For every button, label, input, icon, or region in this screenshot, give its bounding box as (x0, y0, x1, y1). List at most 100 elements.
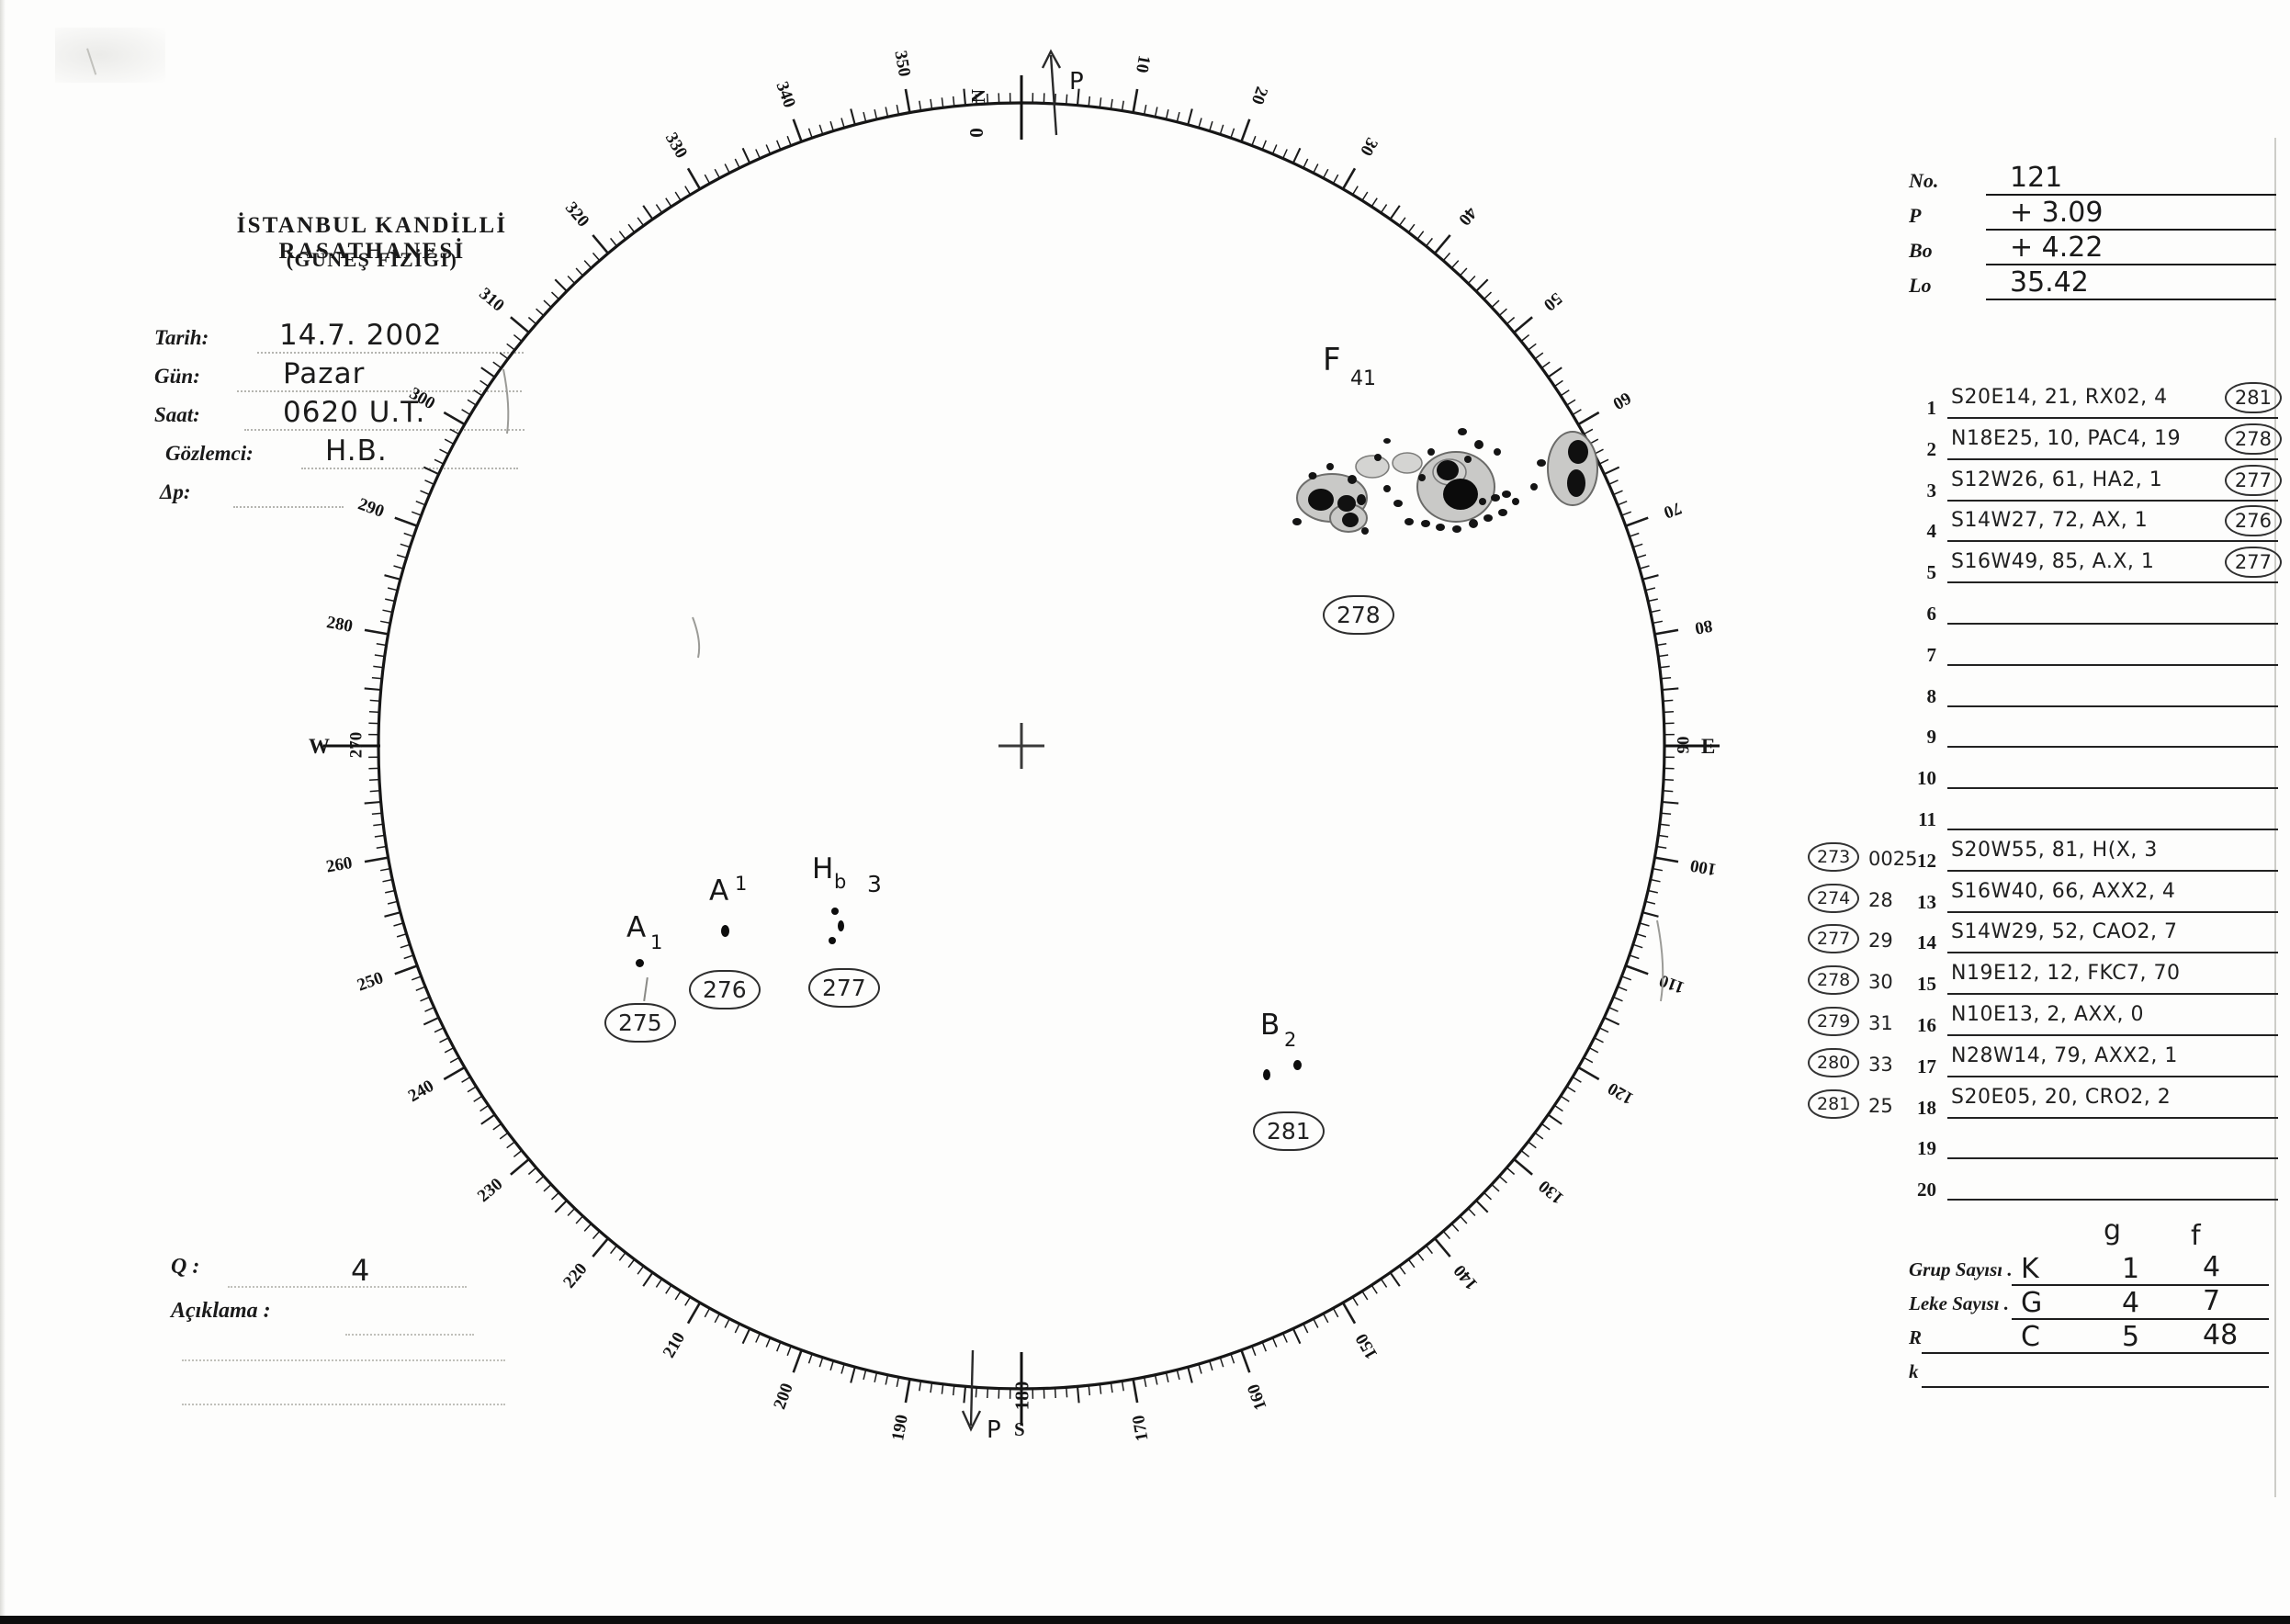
degree-tick (1629, 532, 1640, 537)
entry-row[interactable]: 6 (1909, 590, 2278, 631)
entry-group-number: 277 (2224, 547, 2282, 579)
entry-number: 3 (1926, 479, 1937, 502)
degree-tick (724, 164, 730, 174)
group-275-id: 275 (604, 1003, 676, 1043)
degree-tick (1371, 197, 1378, 208)
entry-text: N19E12, 12, FKC7, 70 (1951, 962, 2181, 986)
degree-tick (1547, 1113, 1562, 1125)
degree-tick (583, 1223, 592, 1232)
group-277-letter: H (812, 852, 834, 885)
degree-tick (1219, 124, 1224, 135)
field-delta-p[interactable]: Δp: (154, 480, 540, 519)
degree-tick (400, 943, 411, 949)
entry-row[interactable]: 19 (1909, 1124, 2278, 1166)
sunspot-281-2 (1293, 1060, 1302, 1070)
entry-row[interactable]: 12 S20W55, 81, H(X, 3 273 0025 (1808, 837, 2278, 878)
south-label: S (1014, 1418, 1025, 1440)
group-275-letter: A (626, 911, 647, 944)
entry-row[interactable]: 20 (1909, 1166, 2278, 1207)
field-saat-value: 0620 U.T. (283, 396, 426, 429)
header-row-no[interactable]: No. 121 (1909, 162, 2276, 200)
degree-tick (642, 205, 654, 220)
field-saat-label: Saat: (154, 403, 200, 426)
entry-row[interactable]: 13 S16W40, 66, AXX2, 4 274 28 (1808, 878, 2278, 919)
field-saat[interactable]: Saat: 0620 U.T. (154, 396, 540, 442)
field-gun[interactable]: Gün: Pazar (154, 357, 540, 403)
degree-tick (1560, 389, 1570, 397)
entry-rule (1947, 1033, 2278, 1036)
degree-tick (1467, 1207, 1476, 1217)
k-label: k (1909, 1360, 1919, 1382)
entry-row[interactable]: 2 N18E25, 10, PAC4, 19 278 (1909, 423, 2282, 467)
entry-row[interactable]: 8 (1909, 672, 2278, 714)
west-label: W (309, 735, 330, 758)
degree-tick (1110, 98, 1113, 109)
degree-tick (1143, 1376, 1147, 1388)
degree-tick (1187, 108, 1193, 126)
entry-row[interactable]: 17 N28W14, 79, AXX2, 1 280 33 (1808, 1043, 2278, 1084)
degree-tick (1641, 574, 1659, 581)
summary-row-r[interactable]: R C 5 48 (1909, 1319, 2278, 1359)
degree-tick (963, 88, 967, 106)
degree-tick (1625, 516, 1649, 527)
entry-row[interactable]: 15 N19E12, 12, FKC7, 70 278 30 (1808, 960, 2278, 1001)
entry-row[interactable]: 18 S20E05, 20, CRO2, 2 281 25 (1808, 1084, 2278, 1125)
degree-tick (1076, 88, 1080, 106)
entry-row[interactable]: 4 S14W27, 72, AX, 1 276 (1909, 505, 2282, 548)
degree-tick (786, 1346, 792, 1357)
summary-row-k[interactable]: k (1909, 1359, 2278, 1393)
header-row-bo[interactable]: Bo + 4.22 (1909, 231, 2276, 270)
entry-rule (1947, 1199, 2278, 1201)
degree-tick (1240, 1349, 1251, 1373)
scan-bottom-edge (0, 1616, 2290, 1624)
degree-tick (1588, 1046, 1599, 1054)
field-aciklama[interactable]: Açıklama : (171, 1299, 658, 1343)
degree-tick (444, 438, 455, 445)
degree-tick (1240, 118, 1251, 142)
field-tarih[interactable]: Tarih: 14.7. 2002 (154, 319, 540, 365)
entry-row[interactable]: 16 N10E13, 2, AXX, 0 279 31 (1808, 1001, 2278, 1043)
solar-disk-drawing[interactable]: 10 20 30 40 50 60 70 80 100 110 120 130 140 150 160 170… (309, 48, 1720, 1444)
degree-tick (403, 954, 414, 960)
notes-line-3[interactable] (171, 1387, 658, 1431)
degree-tick (896, 104, 900, 116)
entry-row[interactable]: 14 S14W29, 52, CAO2, 7 277 29 (1808, 919, 2278, 960)
header-bo-label: Bo (1909, 239, 1933, 262)
degree-tick (384, 574, 401, 581)
group-276-letter: A (709, 874, 729, 908)
summary-row-grup-sayisi[interactable]: Grup Sayısı . K 1 4 (1909, 1251, 2278, 1291)
entry-row[interactable]: 5 S16W49, 85, A.X, 1 277 (1909, 547, 2282, 590)
header-row-p[interactable]: P + 3.09 (1909, 197, 2276, 235)
right-panel-divider (2274, 138, 2276, 1497)
entry-row[interactable]: 1 S20E14, 21, RX02, 4 281 (1909, 382, 2282, 425)
degree-tick (396, 554, 407, 559)
degree-tick (1513, 1158, 1533, 1176)
free-mark-g: g (2104, 1214, 2122, 1246)
degree-tick (776, 140, 782, 151)
sunspot-276-1 (721, 925, 729, 937)
field-gozlemci[interactable]: Gözlemci: H.B. (154, 434, 540, 480)
header-row-lo[interactable]: Lo 35.42 (1909, 266, 2276, 305)
entry-rule (1947, 705, 2278, 707)
field-q[interactable]: Q : 4 (171, 1253, 658, 1299)
entry-row[interactable]: 10 (1909, 754, 2278, 795)
degree-tick (987, 1387, 989, 1399)
entry-left-count: 31 (1868, 1011, 1893, 1034)
entry-row[interactable]: 11 (1909, 795, 2278, 837)
degree-tick (1303, 158, 1309, 169)
degree-tick (424, 479, 434, 485)
notes-line-2-dots (182, 1359, 505, 1361)
observatory-title: İSTANBUL KANDİLLİ RASATHANESİ (236, 213, 508, 264)
degree-tick (434, 1027, 445, 1033)
degree-tick (536, 1175, 545, 1184)
degree-tick (550, 291, 560, 300)
entry-row[interactable]: 7 (1909, 631, 2278, 672)
degree-label: 330 (661, 130, 691, 162)
entry-row[interactable]: 9 (1909, 713, 2278, 754)
degree-tick (987, 93, 989, 105)
degree-tick (1629, 954, 1640, 960)
degree-tick (904, 88, 911, 113)
summary-row-leke-sayisi[interactable]: Leke Sayısı . G 4 7 (1909, 1285, 2278, 1325)
notes-line-2[interactable] (171, 1343, 658, 1387)
entry-row[interactable]: 3 S12W26, 61, HA2, 1 277 (1909, 464, 2282, 508)
